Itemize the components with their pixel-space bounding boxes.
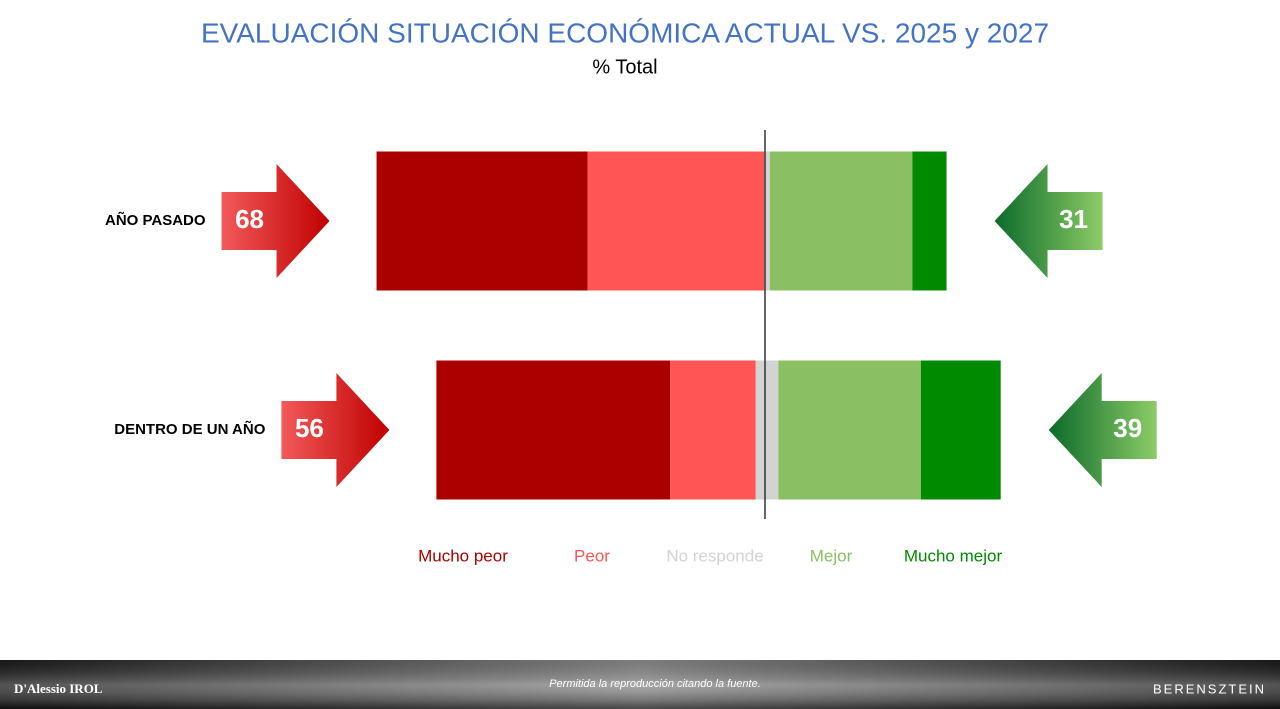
- bar-segment: [436, 360, 671, 500]
- bar-segment: [764, 151, 770, 291]
- footer: Permitida la reproducción citando la fue…: [0, 660, 1280, 709]
- total-positive: 31: [1059, 204, 1088, 234]
- arrow-positive: [1048, 373, 1157, 487]
- legend-label: No responde: [666, 546, 763, 565]
- bar-segment: [376, 151, 588, 291]
- bar-segment: [912, 151, 947, 291]
- total-negative: 56: [295, 413, 324, 443]
- bar-segment: [587, 151, 765, 291]
- bar-segment: [778, 360, 921, 500]
- bar-segment: [670, 360, 756, 500]
- arrow-negative: [281, 373, 390, 487]
- legend-label: Mejor: [810, 546, 853, 565]
- bar-segment: [920, 360, 1001, 500]
- bar-segment: [755, 360, 779, 500]
- chart-title: EVALUACIÓN SITUACIÓN ECONÓMICA ACTUAL VS…: [201, 17, 1049, 48]
- legend-label: Peor: [574, 546, 610, 565]
- footer-source: Permitida la reproducción citando la fue…: [549, 678, 761, 690]
- bar-segment: [769, 151, 913, 291]
- total-positive: 39: [1113, 413, 1142, 443]
- total-negative: 68: [235, 204, 264, 234]
- footer-right-logo: BERENSZTEIN: [1153, 681, 1266, 696]
- legend-label: Mucho peor: [418, 546, 508, 565]
- footer-shade: [0, 660, 1280, 709]
- category-label: DENTRO DE UN AÑO: [114, 420, 265, 438]
- legend-label: Mucho mejor: [904, 546, 1003, 565]
- chart-subtitle: % Total: [592, 56, 657, 78]
- arrow-positive: [994, 164, 1103, 278]
- category-label: AÑO PASADO: [105, 211, 206, 229]
- arrow-negative: [221, 164, 330, 278]
- footer-left-logo: D'Alessio IROL: [14, 681, 103, 696]
